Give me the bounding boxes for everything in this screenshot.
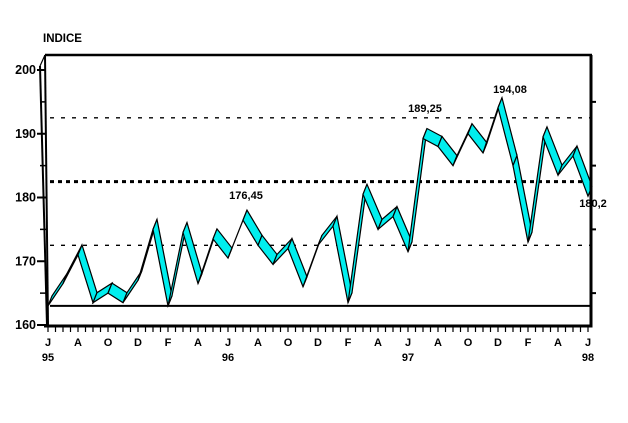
x-axis-label: A <box>434 337 442 349</box>
data-label: 194,08 <box>493 84 527 96</box>
y-axis-label: 190 <box>15 127 36 141</box>
x-axis-label: A <box>554 337 562 349</box>
x-axis-label: J <box>405 337 411 349</box>
ribbon-segment <box>152 217 173 308</box>
y-axis-label: 160 <box>15 318 36 332</box>
ribbon-segment <box>182 220 203 286</box>
y-axis-label: 200 <box>15 63 36 77</box>
ribbon-segment <box>77 243 98 305</box>
frame-left-back-edge <box>44 54 49 326</box>
chart-title: INDICE <box>43 33 82 45</box>
x-axis-label: J <box>45 337 51 349</box>
x-axis-label: O <box>284 337 293 349</box>
x-axis-label: D <box>134 337 142 349</box>
x-axis-label: F <box>165 337 172 349</box>
frame-left-apex <box>39 54 46 67</box>
ribbon-segment <box>512 153 533 245</box>
x-axis-label: F <box>525 337 532 349</box>
ribbon-segment <box>542 125 563 177</box>
frame-left-front-edge <box>39 65 48 326</box>
ribbon-segment <box>347 184 368 303</box>
x-axis-label: A <box>194 337 202 349</box>
data-label: 180,2 <box>579 198 607 210</box>
x-axis-label: A <box>374 337 382 349</box>
year-label: 95 <box>42 352 54 364</box>
ribbon-segment <box>527 126 548 243</box>
ribbon-segment <box>362 182 383 231</box>
ribbon-segment <box>497 95 518 168</box>
year-label: 97 <box>402 352 414 364</box>
x-axis-label: A <box>254 337 262 349</box>
ribbon-segment <box>242 208 263 247</box>
y-axis-label: 170 <box>15 254 36 268</box>
ribbon-segment <box>407 128 428 252</box>
x-axis-label: D <box>494 337 502 349</box>
year-label: 96 <box>222 352 234 364</box>
x-axis-label: A <box>74 337 82 349</box>
data-label: 176,45 <box>229 190 263 202</box>
x-axis-label: J <box>225 337 231 349</box>
ribbon-segment <box>572 144 593 198</box>
data-label: 189,25 <box>408 103 442 115</box>
x-axis-label: D <box>314 337 322 349</box>
x-axis-label: J <box>585 337 591 349</box>
ribbon-segment <box>47 273 68 307</box>
x-axis-label: O <box>464 337 473 349</box>
x-axis-label: F <box>345 337 352 349</box>
ribbon-segment <box>332 214 353 305</box>
y-axis-label: 180 <box>15 191 36 205</box>
x-axis-label: O <box>104 337 113 349</box>
year-label: 98 <box>582 352 594 364</box>
